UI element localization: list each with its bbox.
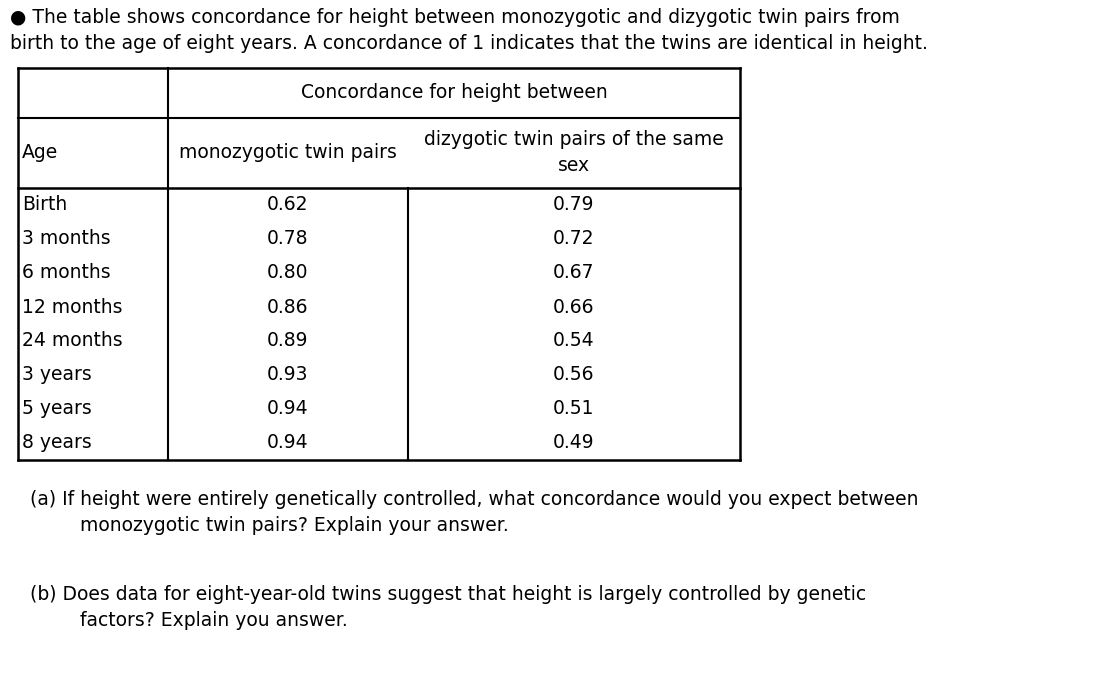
Text: 0.86: 0.86: [268, 297, 309, 317]
Text: birth to the age of eight years. A concordance of 1 indicates that the twins are: birth to the age of eight years. A conco…: [10, 34, 928, 53]
Text: monozygotic twin pairs? Explain your answer.: monozygotic twin pairs? Explain your ans…: [80, 516, 509, 535]
Text: 0.56: 0.56: [553, 365, 595, 385]
Text: 0.49: 0.49: [553, 434, 595, 453]
Text: 5 years: 5 years: [22, 399, 91, 419]
Text: 0.51: 0.51: [553, 399, 595, 419]
Text: Age: Age: [22, 143, 58, 162]
Text: monozygotic twin pairs: monozygotic twin pairs: [179, 143, 397, 162]
Text: sex: sex: [558, 156, 590, 175]
Text: Concordance for height between: Concordance for height between: [301, 83, 607, 103]
Text: 0.94: 0.94: [267, 434, 309, 453]
Text: 3 years: 3 years: [22, 365, 91, 385]
Text: 24 months: 24 months: [22, 331, 122, 351]
Text: dizygotic twin pairs of the same: dizygotic twin pairs of the same: [424, 130, 724, 149]
Text: 0.62: 0.62: [268, 195, 309, 215]
Text: 0.80: 0.80: [268, 263, 309, 283]
Text: (a) If height were entirely genetically controlled, what concordance would you e: (a) If height were entirely genetically …: [30, 490, 918, 509]
Text: 8 years: 8 years: [22, 434, 91, 453]
Text: (b) Does data for eight-year-old twins suggest that height is largely controlled: (b) Does data for eight-year-old twins s…: [30, 585, 866, 604]
Text: 0.72: 0.72: [553, 229, 595, 249]
Text: 0.94: 0.94: [267, 399, 309, 419]
Text: 3 months: 3 months: [22, 229, 110, 249]
Text: 0.67: 0.67: [553, 263, 595, 283]
Text: 0.89: 0.89: [268, 331, 309, 351]
Text: Birth: Birth: [22, 195, 67, 215]
Text: ● The table shows concordance for height between monozygotic and dizygotic twin : ● The table shows concordance for height…: [10, 8, 900, 27]
Text: 0.54: 0.54: [553, 331, 595, 351]
Text: 6 months: 6 months: [22, 263, 110, 283]
Text: 0.78: 0.78: [268, 229, 309, 249]
Text: 0.79: 0.79: [553, 195, 595, 215]
Text: 0.93: 0.93: [268, 365, 309, 385]
Text: 0.66: 0.66: [553, 297, 595, 317]
Text: factors? Explain you answer.: factors? Explain you answer.: [80, 611, 348, 630]
Text: 12 months: 12 months: [22, 297, 122, 317]
